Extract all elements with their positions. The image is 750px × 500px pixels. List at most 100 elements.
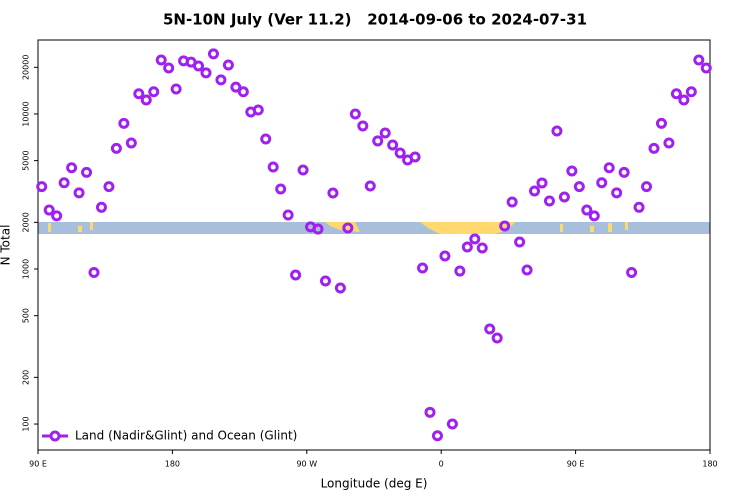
data-point — [193, 60, 205, 72]
data-point — [394, 147, 406, 159]
data-point — [409, 151, 421, 163]
land-patch — [560, 224, 563, 232]
data-point — [252, 104, 264, 116]
ocean-strip — [38, 222, 710, 234]
data-point — [461, 241, 473, 253]
data-point — [581, 204, 593, 216]
data-point — [379, 127, 391, 139]
data-point — [514, 236, 526, 248]
data-point — [140, 94, 152, 106]
data-point — [170, 83, 182, 95]
y-tick-label: 200 — [22, 370, 31, 385]
data-point — [446, 418, 458, 430]
x-tick-label: 90 E — [567, 460, 585, 469]
map-strip — [38, 222, 710, 234]
data-point — [626, 266, 638, 278]
data-point — [267, 161, 279, 173]
data-point — [566, 165, 578, 177]
data-point — [36, 181, 48, 193]
data-point — [357, 120, 369, 132]
data-point — [319, 275, 331, 287]
data-point — [454, 265, 466, 277]
land-patch — [420, 222, 515, 234]
data-point — [282, 209, 294, 221]
data-point — [81, 166, 93, 178]
data-point — [655, 117, 667, 129]
data-point — [641, 181, 653, 193]
data-point — [51, 210, 63, 222]
data-point — [700, 62, 712, 74]
data-point — [103, 181, 115, 193]
y-tick-label: 1000 — [22, 259, 31, 279]
data-point — [133, 88, 145, 100]
plot-frame — [37, 39, 711, 451]
x-tick-label: 90 E — [29, 460, 47, 469]
data-point — [215, 74, 227, 86]
data-point — [469, 233, 481, 245]
data-point — [58, 177, 70, 189]
data-point — [297, 164, 309, 176]
data-point — [506, 196, 518, 208]
data-point — [95, 201, 107, 213]
data-point — [290, 269, 302, 281]
data-point — [551, 125, 563, 137]
data-point — [118, 117, 130, 129]
data-point — [685, 86, 697, 98]
data-point — [275, 183, 287, 195]
legend-label: Land (Nadir&Glint) and Ocean (Glint) — [75, 429, 297, 443]
data-point — [237, 86, 249, 98]
data-point — [387, 139, 399, 151]
data-point — [155, 54, 167, 66]
chart-title: 5N-10N July (Ver 11.2) 2014-09-06 to 202… — [163, 11, 587, 29]
data-point — [611, 187, 623, 199]
land-patch — [625, 222, 628, 230]
y-tick-label: 2000 — [22, 212, 31, 232]
y-axis-label: N Total — [0, 225, 13, 266]
y-tick-label: 10000 — [22, 101, 31, 126]
data-point — [543, 195, 555, 207]
y-tick-label: 5000 — [22, 150, 31, 170]
data-point — [364, 180, 376, 192]
data-point — [110, 142, 122, 154]
data-point — [327, 187, 339, 199]
data-point — [603, 162, 615, 174]
y-tick-label: 100 — [22, 416, 31, 431]
data-point — [230, 81, 242, 93]
data-point — [529, 185, 541, 197]
land-patch — [90, 222, 93, 230]
data-point — [648, 142, 660, 154]
data-point — [491, 332, 503, 344]
data-point — [618, 166, 630, 178]
y-tick-label: 500 — [22, 308, 31, 323]
land-patch — [608, 223, 612, 232]
data-point — [678, 94, 690, 106]
data-point — [596, 177, 608, 189]
data-point — [431, 430, 443, 442]
data-point — [670, 88, 682, 100]
data-point — [693, 54, 705, 66]
x-tick-label: 0 — [439, 460, 444, 469]
data-point — [43, 204, 55, 216]
data-point — [260, 133, 272, 145]
y-tick-label: 20000 — [22, 55, 31, 80]
data-point — [334, 282, 346, 294]
x-tick-label: 180 — [702, 460, 717, 469]
data-point — [663, 137, 675, 149]
data-point — [163, 62, 175, 74]
data-point — [633, 201, 645, 213]
data-point — [536, 177, 548, 189]
data-point — [424, 406, 436, 418]
data-point — [439, 250, 451, 262]
x-axis-label: Longitude (deg E) — [321, 477, 428, 491]
data-point — [476, 242, 488, 254]
data-point — [222, 59, 234, 71]
data-point — [573, 181, 585, 193]
data-point — [558, 191, 570, 203]
data-point — [200, 67, 212, 79]
data-point — [499, 220, 511, 232]
x-tick-label: 90 W — [296, 460, 317, 469]
x-tick-label: 180 — [165, 460, 180, 469]
legend-marker — [49, 430, 61, 442]
